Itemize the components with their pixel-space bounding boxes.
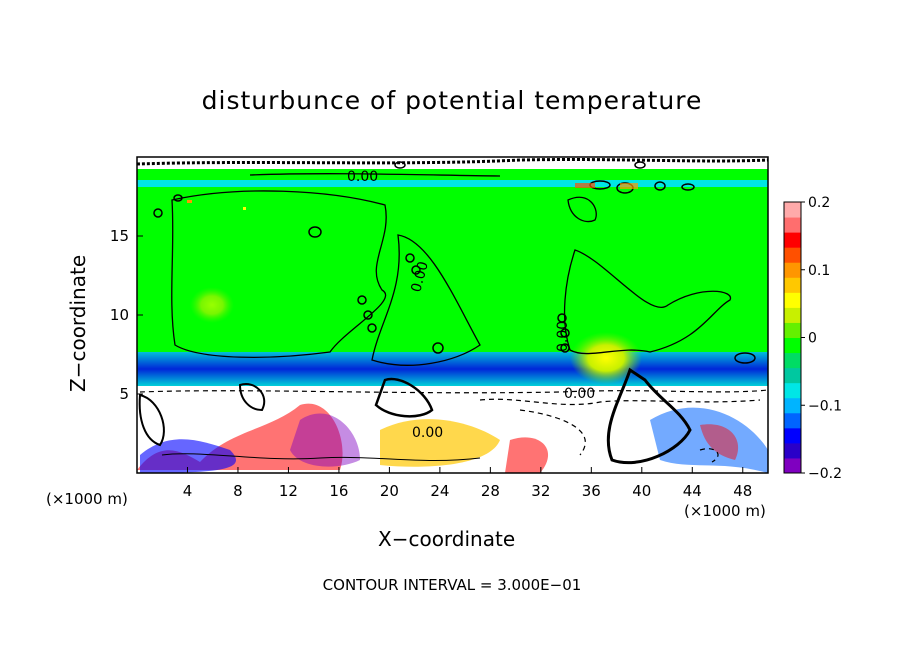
contour-line [249,173,501,177]
colorbar-tick-label: 0 [808,331,817,347]
colorbar-swatch [784,457,801,474]
colorbar: 0.2 0.1 0 −0.1 −0.2 [783,195,842,482]
colorbar-swatch [784,382,801,399]
warm-anomaly [570,332,642,384]
contour-line [563,249,731,355]
lower-anomaly [650,407,768,473]
colorbar-swatch [784,397,801,414]
y-axis: 5 10 15 [110,227,143,403]
contour-labels: 0.00 0.00 0.00 0.00 0.00 [347,169,595,441]
lower-anomaly [290,413,360,467]
x-tick-label: 4 [183,482,193,500]
lower-anomaly [140,439,236,473]
y-tick-label: 15 [110,227,129,245]
x-tick-label: 32 [531,482,550,500]
contour-interval: CONTOUR INTERVAL = 3.000E−01 [322,576,582,594]
contour-dashed [699,448,719,463]
lower-anomaly [137,403,343,470]
contour-line [567,196,597,223]
contour-line [137,158,768,166]
x-unit-right: (×1000 m) [684,502,766,520]
contour-line [371,234,481,366]
x-unit-left: (×1000 m) [46,490,128,508]
x-tick-label: 40 [632,482,651,500]
contour-cluster [138,393,165,447]
x-tick-label: 44 [683,482,702,500]
contour-line [171,190,387,358]
chart-title: disturbunce of potential temperature [201,86,703,115]
colorbar-swatch [784,412,801,429]
y-tick-label: 10 [110,306,129,324]
colorbar-tick-label: 0.2 [808,195,830,211]
colorbar-swatch [784,352,801,369]
x-tick-label: 48 [733,482,752,500]
colorbar-tick-label: −0.2 [808,466,842,482]
contour-ticks [153,194,756,364]
plot-area [137,157,768,473]
x-axis: 4 8 12 16 20 24 28 32 36 40 44 48 [183,467,752,500]
contour-label: 0.00 [555,321,571,352]
colorbar-swatch [784,322,801,338]
contour-line [161,453,481,462]
lower-anomaly [505,437,549,473]
contour-cluster [238,383,266,412]
contour-cluster [374,377,434,418]
colorbar-swatch [784,367,801,384]
colorbar-swatch [784,292,801,308]
colorbar-swatch [784,247,801,263]
contour-dashed [479,398,761,406]
upper-field [137,157,768,389]
contour-label: 0.00 [564,386,595,402]
x-tick-label: 20 [380,482,399,500]
warm-anomaly [190,287,234,323]
top-cyan-band [137,180,768,187]
colorbar-swatch [784,427,801,444]
colorbar-tick-label: −0.1 [808,398,842,414]
colorbar-swatch [784,442,801,459]
x-tick-label: 24 [430,482,449,500]
colorbar-swatch [784,277,801,293]
x-tick-label: 8 [233,482,243,500]
colorbar-swatch [784,232,801,248]
lower-anomaly [380,419,500,467]
colorbar-swatch [784,217,801,233]
colorbar-swatch [784,337,801,354]
contour-label: 0.00 [408,260,432,294]
x-tick-label: 28 [481,482,500,500]
x-axis-label: X−coordinate [378,527,516,551]
lower-anomaly [700,424,739,460]
colorbar-tick-label: 0.1 [808,263,830,279]
contour-label: 0.00 [412,425,443,441]
colorbar-swatch [784,202,801,218]
y-axis-label: Z−coordinate [66,254,90,392]
colorbar-swatch [784,262,801,278]
x-tick-label: 16 [329,482,348,500]
contour-dashed [519,409,586,456]
x-tick-label: 36 [582,482,601,500]
y-tick-label: 5 [119,385,129,403]
contour-label: 0.00 [347,169,378,185]
colorbar-swatch [784,307,801,323]
x-tick-label: 12 [279,482,298,500]
contour-cluster [606,367,692,465]
